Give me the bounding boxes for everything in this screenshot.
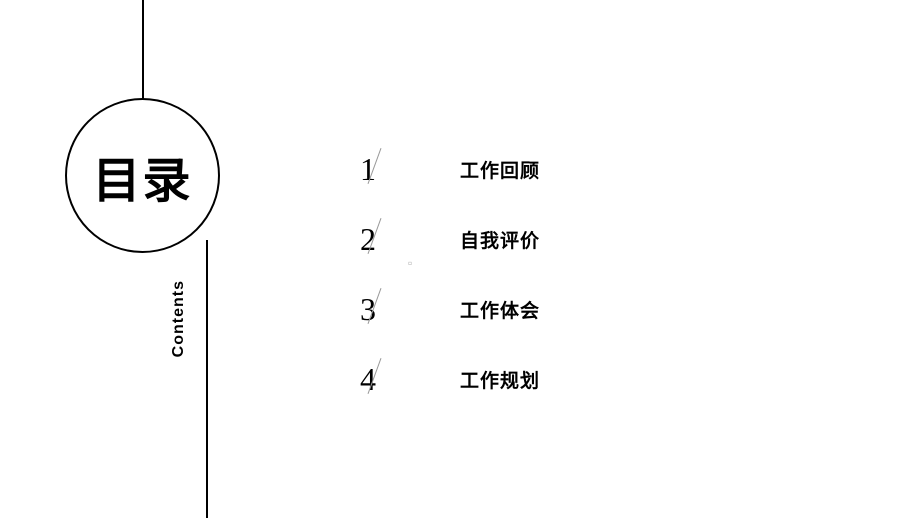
page-title: 目录 [92,141,192,211]
toc-item: 4 工作规划 [360,360,540,398]
decorative-line-bottom [206,240,208,518]
toc-label: 自我评价 [460,226,540,253]
toc-label: 工作体会 [460,296,540,323]
toc-item: 1 工作回顾 [360,150,540,188]
toc-number: 1 [360,151,390,188]
toc-list: 1 工作回顾 2 自我评价 3 工作体会 4 工作规划 [360,150,540,430]
toc-number: 2 [360,221,390,258]
toc-number: 4 [360,361,390,398]
toc-label: 工作规划 [460,366,540,393]
center-marker-icon: ▫ [408,256,412,270]
subtitle-contents: Contents [170,280,188,357]
toc-number: 3 [360,291,390,328]
toc-item: 3 工作体会 [360,290,540,328]
title-circle: 目录 [65,98,220,253]
decorative-line-top [142,0,144,100]
toc-item: 2 自我评价 [360,220,540,258]
toc-label: 工作回顾 [460,156,540,183]
